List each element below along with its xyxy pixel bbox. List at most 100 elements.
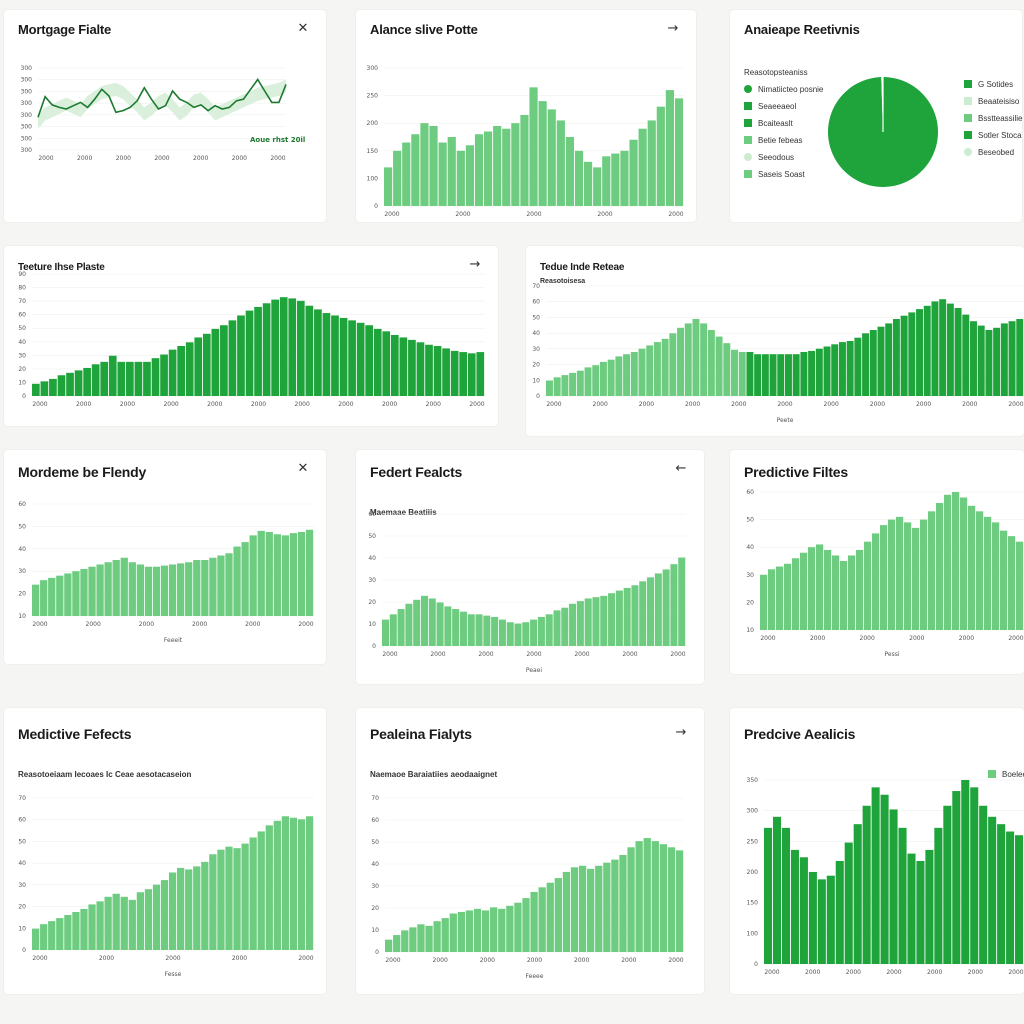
bar [569, 603, 577, 646]
chart-panel-teeture: Teeture Ihse Plaste → 0 10 20 30 40 50 60 70 80 9… [4, 246, 498, 426]
y-tick-label: 20 [532, 362, 540, 369]
bar [385, 939, 393, 952]
legend-swatch [744, 119, 752, 127]
bar [104, 896, 112, 950]
x-tick-label: 2000 [232, 155, 247, 162]
bar [823, 346, 831, 396]
bar [80, 908, 88, 950]
y-tick-label: 20 [18, 366, 26, 373]
bar [667, 847, 676, 952]
x-tick-label: 2000 [546, 401, 561, 408]
legend-label: Beseobed [978, 147, 1015, 157]
bar [997, 824, 1006, 964]
x-tick-label: 2000 [298, 621, 313, 628]
bar [992, 522, 1000, 630]
legend-item: Seeodous [744, 151, 823, 163]
bar-chart: 10 20 30 40 50 60 2000 2000 2000 2000 2000 2000 Feee… [18, 501, 314, 644]
panel-title: Anaieape Reetivnis [744, 22, 860, 37]
bar [777, 354, 785, 396]
bar [498, 908, 506, 952]
bar [848, 555, 856, 630]
x-tick-label: 2000 [622, 651, 637, 658]
arrow-right-icon[interactable]: → [667, 21, 679, 36]
arrow-left-icon[interactable]: ← [675, 461, 687, 476]
bar [844, 842, 853, 964]
close-icon[interactable]: ✕ [297, 21, 309, 36]
y-tick-label: 50 [746, 517, 754, 524]
bar [408, 339, 416, 396]
bar [715, 336, 723, 396]
bar [619, 854, 627, 952]
bar [1000, 530, 1008, 630]
bar [835, 860, 844, 964]
y-tick-label: 100 [747, 930, 759, 937]
bar [254, 306, 262, 396]
arrow-right-icon[interactable]: → [469, 257, 481, 272]
legend-swatch [744, 153, 752, 161]
legend-label: Beaateisiso [978, 96, 1020, 106]
x-axis-label: Fesse [165, 971, 182, 978]
pie-legend-left: Reasotopsteaniss Nimatiicteo posnie Seaeea… [744, 66, 823, 185]
bar [476, 352, 485, 396]
bar [450, 350, 459, 396]
bar [177, 563, 185, 616]
bar [764, 827, 773, 964]
x-tick-label: 2000 [1008, 969, 1023, 976]
legend-label: Boelee [1002, 769, 1024, 779]
bar [74, 370, 83, 396]
bar [402, 142, 411, 206]
bar [684, 323, 692, 396]
bar [209, 854, 217, 950]
y-tick-label: 250 [747, 838, 759, 845]
x-tick-label: 2000 [207, 401, 222, 408]
bar [436, 602, 444, 646]
x-axis-label: Feeeit [164, 637, 183, 644]
bar [393, 150, 402, 206]
x-tick-label: 2000 [192, 621, 207, 628]
bar [892, 319, 900, 396]
bar [769, 354, 777, 396]
bar [781, 827, 790, 964]
x-tick-label: 2000 [154, 155, 169, 162]
bar [152, 884, 161, 950]
bar [832, 555, 840, 630]
bar [661, 338, 669, 396]
x-tick-label: 2000 [526, 211, 541, 218]
bar [760, 574, 768, 630]
x-tick-label: 2000 [962, 401, 977, 408]
x-tick-label: 2000 [886, 969, 901, 976]
bar [776, 566, 784, 630]
bar [561, 607, 569, 646]
bar [112, 893, 120, 950]
y-tick-label: 70 [18, 795, 26, 802]
x-tick-label: 2000 [621, 957, 636, 964]
arrow-right-icon[interactable]: → [675, 725, 687, 740]
bar [382, 331, 391, 396]
chart-panel-pealeina: Pealeina Fialyts → Naemaoe Baraiatiies a… [356, 708, 704, 994]
close-icon[interactable]: ✕ [297, 461, 309, 476]
bar [993, 327, 1001, 396]
bar [629, 139, 638, 206]
bar [530, 891, 538, 952]
x-tick-label: 2000 [86, 621, 101, 628]
bar [854, 337, 862, 396]
legend-swatch [964, 97, 972, 105]
bar [538, 101, 547, 206]
bar [296, 300, 305, 396]
bar [785, 354, 792, 396]
bar [185, 869, 193, 950]
x-tick-label: 2000 [574, 651, 589, 658]
bar [615, 590, 623, 646]
bar [417, 924, 425, 952]
bar [168, 872, 177, 950]
bar [168, 349, 177, 396]
bar [401, 930, 409, 952]
bar [877, 326, 885, 396]
x-tick-label: 2000 [959, 635, 974, 642]
y-tick-label: 30 [18, 882, 26, 889]
legend-item: Saseis Soast [744, 168, 823, 180]
bar [217, 849, 225, 950]
y-tick-label: 30 [18, 352, 26, 359]
bar [761, 354, 769, 396]
y-tick-label: 50 [18, 838, 26, 845]
